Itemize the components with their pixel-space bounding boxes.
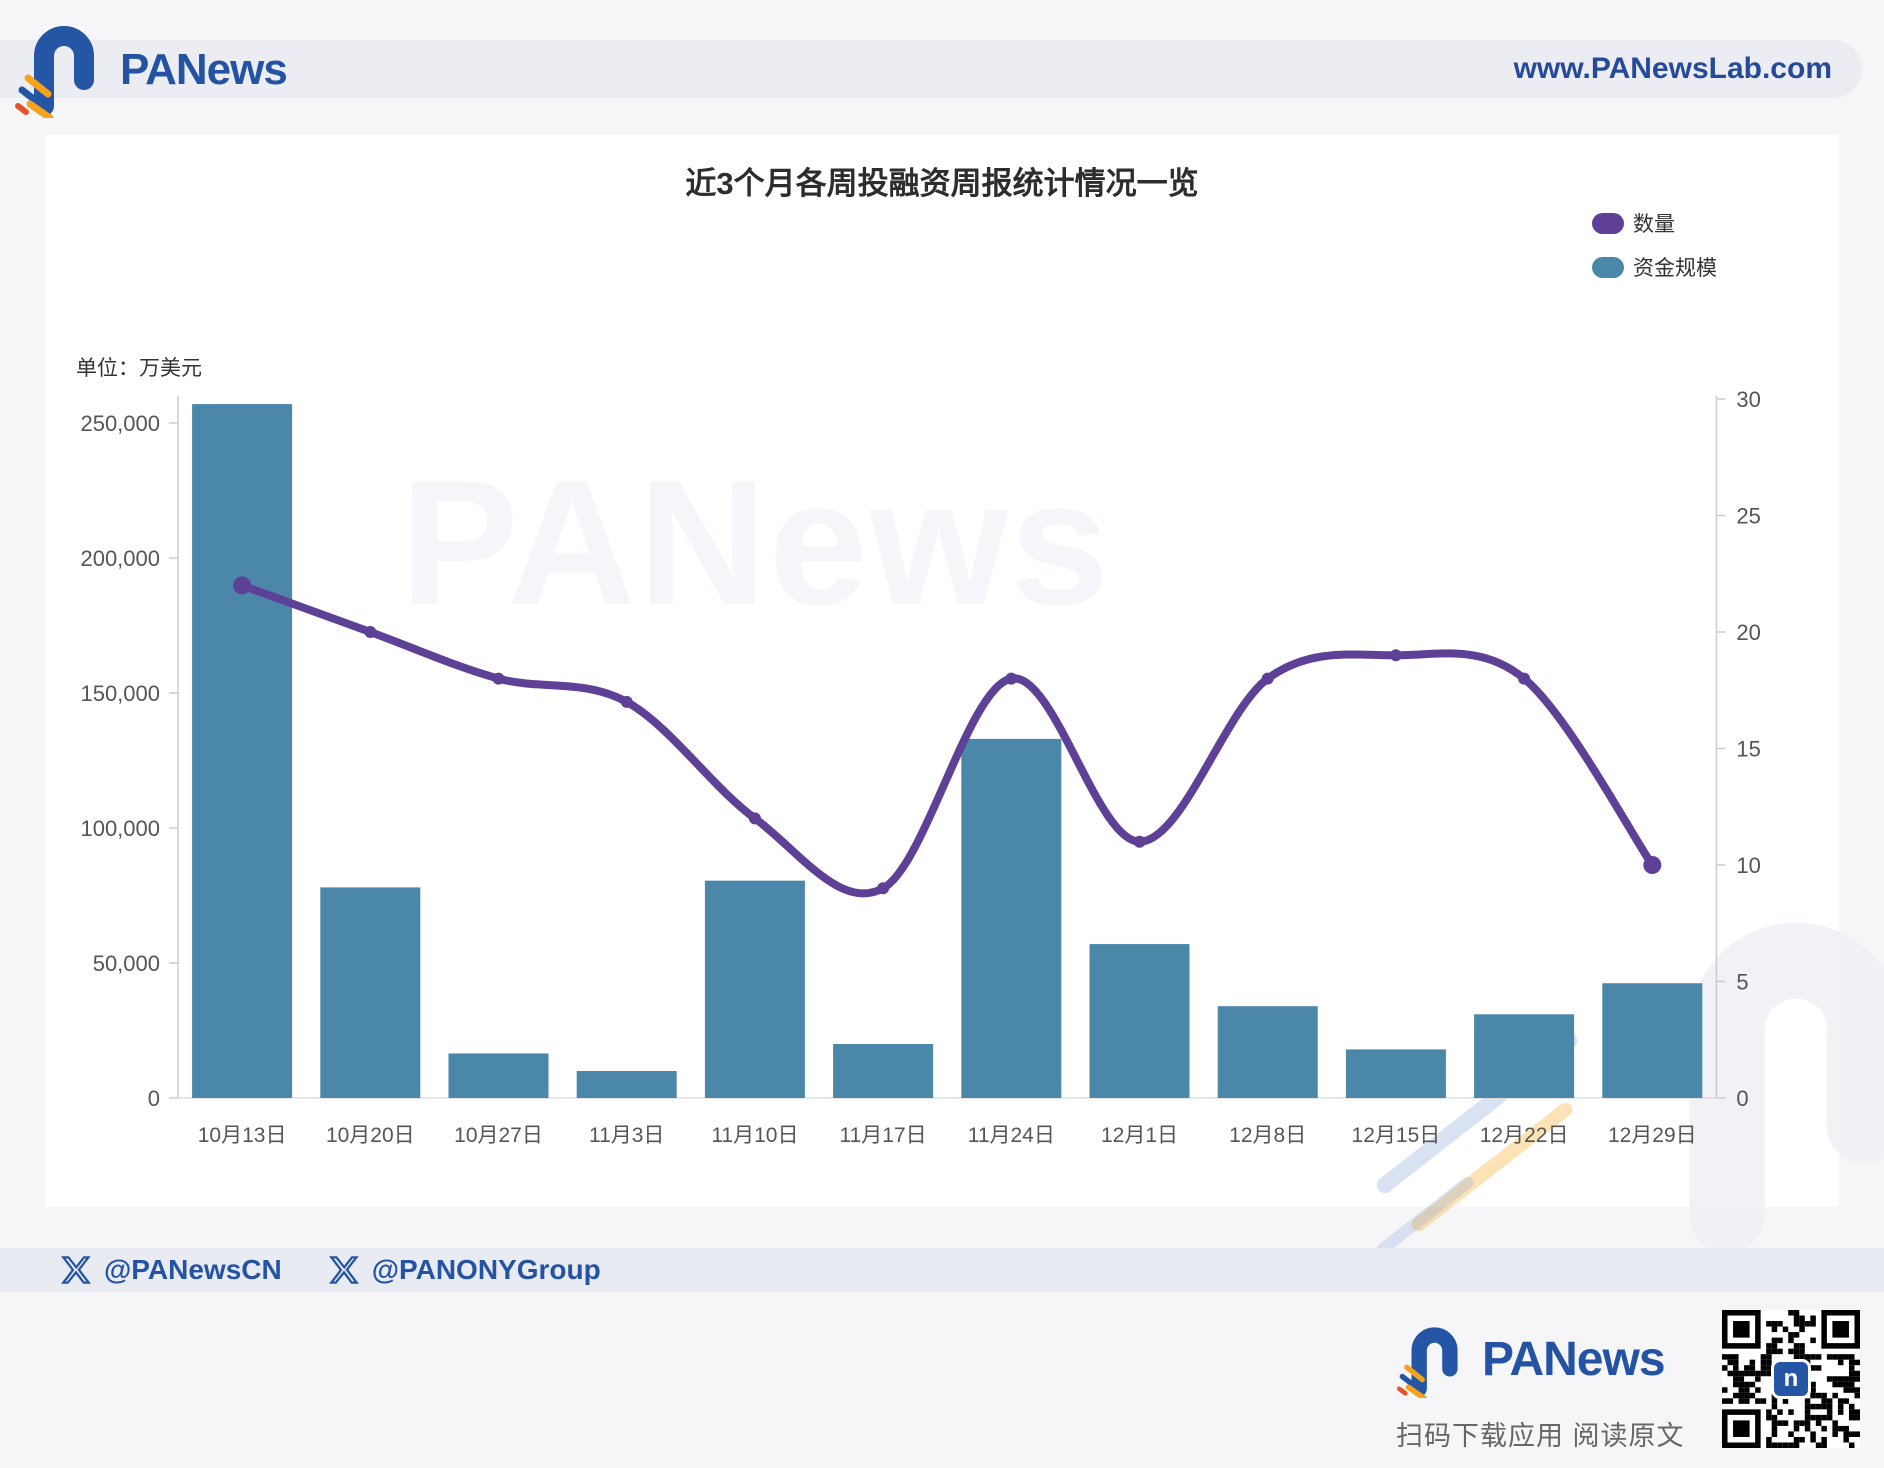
funding-bar xyxy=(1217,1006,1318,1098)
chart-title: 近3个月各周投融资周报统计情况一览 xyxy=(685,166,1199,201)
x-axis-label: 11月10日 xyxy=(711,1124,798,1147)
count-line-point xyxy=(233,576,252,595)
count-line-point xyxy=(748,812,761,825)
count-line-point xyxy=(1005,672,1018,685)
left-axis-label: 100,000 xyxy=(80,816,160,841)
funding-bar xyxy=(1345,1049,1446,1098)
x-axis-label: 12月8日 xyxy=(1229,1124,1306,1147)
header-band xyxy=(0,40,1862,98)
left-axis-label: 200,000 xyxy=(80,546,160,571)
x-axis-label: 12月22日 xyxy=(1480,1124,1569,1147)
x-axis-label: 10月13日 xyxy=(198,1124,287,1147)
count-line-point xyxy=(364,626,377,638)
funding-bar xyxy=(448,1053,549,1098)
legend-marker-count xyxy=(1592,212,1624,234)
x-axis-label: 12月29日 xyxy=(1608,1124,1697,1147)
panews-logo: PANews xyxy=(14,6,288,118)
count-line-point xyxy=(1133,835,1146,848)
count-line xyxy=(238,581,1657,898)
funding-bar xyxy=(1474,1014,1575,1098)
funding-bar xyxy=(320,887,421,1098)
panews-logo-text: PANews xyxy=(120,45,288,94)
x-axis-label: 11月24日 xyxy=(968,1124,1055,1147)
count-line-point xyxy=(1643,856,1662,874)
right-axis-label: 20 xyxy=(1736,620,1760,645)
right-axis-label: 25 xyxy=(1736,504,1760,529)
x-handle-panewscn[interactable]: @PANewsCN xyxy=(60,1254,282,1286)
x-axis-label: 10月20日 xyxy=(326,1124,415,1147)
legend-marker-funding xyxy=(1592,256,1624,278)
right-axis-label: 5 xyxy=(1736,970,1748,995)
watermark-text: PANews xyxy=(400,443,1112,642)
count-line-point xyxy=(1261,672,1274,685)
qr-code: n xyxy=(1722,1310,1860,1448)
count-line-point xyxy=(492,672,505,685)
unit-label: 单位：万美元 xyxy=(76,357,202,380)
funding-bar xyxy=(833,1044,934,1098)
count-line-point xyxy=(877,882,890,895)
x-handle-panonygroup[interactable]: @PANONYGroup xyxy=(328,1254,601,1286)
legend-item-count[interactable]: 数量 xyxy=(1592,208,1717,238)
funding-bar xyxy=(961,738,1062,1098)
funding-bar xyxy=(192,404,293,1099)
footer-band: @PANewsCN @PANONYGroup xyxy=(0,1248,1884,1292)
qr-caption: 扫码下载应用 阅读原文 xyxy=(1396,1421,1685,1451)
background-n-watermark xyxy=(1689,922,1884,1253)
right-axis-label: 15 xyxy=(1736,737,1760,762)
left-axis-label: 250,000 xyxy=(80,411,160,436)
legend-label-funding: 资金规模 xyxy=(1633,257,1717,280)
bottom-panews-logo-text: PANews xyxy=(1482,1332,1666,1386)
x-axis-label: 10月27日 xyxy=(454,1124,543,1147)
legend-label-count: 数量 xyxy=(1633,213,1675,236)
x-logo-icon xyxy=(61,1256,91,1284)
panews-n-icon xyxy=(1396,1327,1458,1398)
right-axis-label: 10 xyxy=(1736,853,1760,878)
left-axis-label: 50,000 xyxy=(93,951,160,976)
qr-center-app-icon: n xyxy=(1771,1359,1811,1399)
panews-n-icon xyxy=(15,26,94,118)
x-handle-label: @PANONYGroup xyxy=(371,1254,601,1285)
x-axis-label: 12月15日 xyxy=(1352,1124,1441,1147)
right-axis-label: 0 xyxy=(1736,1086,1748,1111)
funding-bar xyxy=(704,880,805,1098)
count-line-point xyxy=(1518,672,1531,685)
bottom-panews-logo: PANews 扫码下载应用 阅读原文 xyxy=(1396,1312,1685,1453)
left-axis-label: 150,000 xyxy=(80,681,160,706)
funding-bar xyxy=(576,1071,677,1098)
funding-bar xyxy=(1602,983,1703,1098)
chart-legend: 数量 资金规模 xyxy=(1592,208,1717,296)
site-url[interactable]: www.PANewsLab.com xyxy=(1513,52,1832,85)
count-line-point xyxy=(1389,649,1402,662)
x-axis-label: 11月3日 xyxy=(589,1124,664,1147)
x-handle-label: @PANewsCN xyxy=(104,1254,282,1285)
funding-bar xyxy=(1089,944,1190,1098)
count-line-point xyxy=(620,695,633,708)
x-logo-icon xyxy=(328,1256,359,1284)
x-axis-label: 11月17日 xyxy=(840,1124,927,1147)
right-axis-label: 30 xyxy=(1736,387,1760,412)
x-axis-label: 12月1日 xyxy=(1101,1124,1178,1147)
left-axis-label: 0 xyxy=(148,1086,160,1111)
legend-item-funding[interactable]: 资金规模 xyxy=(1592,252,1717,282)
